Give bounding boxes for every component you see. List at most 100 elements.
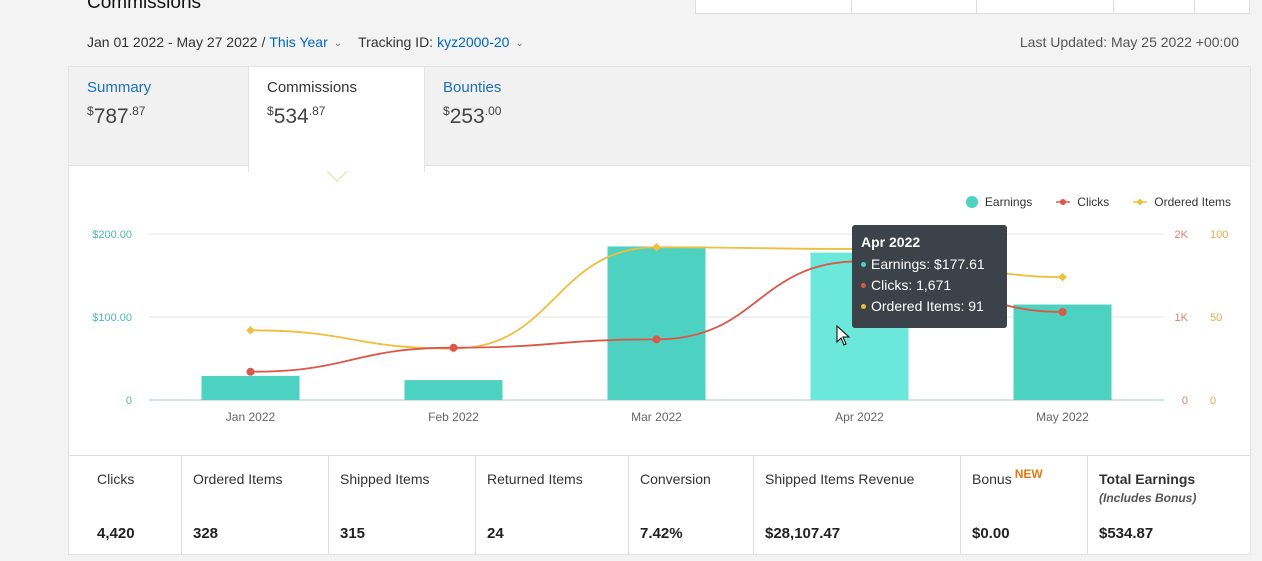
bar-earnings-jan-2022 [201, 375, 300, 400]
earnings-dot-icon [965, 196, 978, 208]
stat-sublabel: (Includes Bonus) [1099, 491, 1197, 505]
ordered-line-icon [1133, 198, 1148, 206]
legend-ordered[interactable]: Ordered Items [1133, 195, 1231, 209]
stat-value: 315 [340, 525, 366, 542]
ordered-bullet-icon [861, 303, 866, 309]
date-range[interactable]: Jan 01 2022 - May 27 2022 [87, 34, 258, 50]
stat-label: Clicks [97, 471, 135, 487]
stat-label: Ordered Items [193, 471, 283, 487]
legend-clicks-label: Clicks [1077, 195, 1110, 209]
clicks-point [1058, 308, 1067, 317]
right-axis-tick-ordered: 50 [1210, 312, 1222, 324]
stat-bonus: Bonus NEW $0.00 [961, 456, 1088, 555]
tooltip-clicks: Clicks: 1,671 [861, 277, 998, 293]
top-control-2[interactable] [852, 0, 977, 13]
right-axis-tick-clicks: 2K [1175, 229, 1189, 241]
bar-earnings-may-2022 [1013, 304, 1112, 400]
stat-conversion: Conversion 7.42% [629, 456, 754, 555]
stat-returned-items: Returned Items 24 [476, 456, 629, 555]
chevron-down-icon[interactable]: ⌄ [333, 37, 343, 49]
stat-value: $0.00 [972, 525, 1010, 542]
stat-shipped-items-revenue: Shipped Items Revenue $28,107.47 [754, 456, 961, 555]
legend-earnings-label: Earnings [984, 195, 1033, 209]
commissions-panel: Summary $787.87 Commissions $534.87 Boun… [68, 66, 1251, 555]
legend-clicks[interactable]: Clicks [1056, 195, 1109, 209]
bar-earnings-mar-2022 [607, 246, 706, 400]
x-axis-tick: Apr 2022 [835, 410, 884, 424]
chart-legend: Earnings Clicks Ordered Items [965, 195, 1231, 209]
legend-earnings[interactable]: Earnings [965, 195, 1033, 209]
stat-label: Total Earnings (Includes Bonus) [1099, 471, 1249, 511]
top-controls[interactable] [695, 0, 1250, 14]
filter-separator: / [261, 34, 266, 50]
period-dropdown[interactable]: This Year [269, 34, 328, 50]
tab-summary[interactable]: Summary $787.87 [69, 67, 249, 166]
chevron-down-icon[interactable]: ⌄ [515, 37, 524, 49]
clicks-point [652, 335, 661, 344]
right-axis-tick-ordered: 100 [1210, 229, 1228, 241]
stats-row: Clicks 4,420 Ordered Items 328 Shipped Items… [69, 455, 1250, 555]
clicks-point [246, 367, 255, 376]
tooltip-earnings-text: Earnings: $177.61 [871, 256, 985, 272]
top-control-3[interactable] [977, 0, 1114, 13]
tab-commissions[interactable]: Commissions $534.87 [248, 67, 425, 172]
selected-tab-caret [326, 171, 348, 182]
tab-commissions-value: $534.87 [267, 104, 326, 128]
earnings-bullet-icon [861, 261, 866, 267]
stat-value: 328 [193, 525, 219, 542]
tracking-label: Tracking ID: [358, 34, 434, 50]
last-updated: Last Updated: May 25 2022 +00:00 [1019, 34, 1239, 50]
page-title: Commissions [87, 0, 202, 13]
tab-bounties-value: $253.00 [443, 104, 502, 128]
stat-label: Bonus NEW [972, 467, 1043, 487]
x-axis-tick: Mar 2022 [631, 410, 682, 424]
new-badge: NEW [1014, 467, 1043, 481]
tab-commissions-label: Commissions [267, 79, 358, 96]
stat-label: Shipped Items Revenue [765, 471, 915, 487]
legend-ordered-label: Ordered Items [1154, 195, 1231, 209]
clicks-line-icon [1056, 199, 1071, 205]
stat-value: $534.87 [1099, 525, 1154, 542]
stat-label: Shipped Items [340, 471, 430, 487]
tracking-id-dropdown[interactable]: kyz2000-20 [437, 34, 510, 50]
stat-shipped-items: Shipped Items 315 [329, 456, 476, 555]
stat-label: Returned Items [487, 471, 583, 487]
stat-clicks: Clicks 4,420 [69, 456, 182, 555]
x-axis-tick: May 2022 [1036, 410, 1089, 424]
tooltip-ordered-text: Ordered Items: 91 [871, 298, 984, 314]
stat-value: 7.42% [640, 525, 683, 542]
stat-value: $28,107.47 [765, 525, 841, 542]
tab-summary-value: $787.87 [87, 104, 146, 128]
top-control-1[interactable] [696, 0, 852, 13]
ordered-items-point [246, 326, 255, 335]
filter-row: Jan 01 2022 - May 27 2022 / This Year ⌄ … [87, 34, 524, 50]
x-axis-tick: Feb 2022 [428, 410, 479, 424]
clicks-bullet-icon [861, 282, 866, 288]
left-axis-tick: $200.00 [92, 229, 132, 241]
ordered-items-point [1058, 272, 1067, 282]
tab-bounties[interactable]: Bounties $253.00 [425, 67, 605, 166]
x-axis-tick: Jan 2022 [226, 410, 276, 424]
stat-ordered-items: Ordered Items 328 [182, 456, 329, 555]
tab-summary-label: Summary [87, 79, 152, 96]
tab-bounties-label: Bounties [443, 79, 502, 96]
top-control-5[interactable] [1195, 0, 1249, 13]
stat-value: 4,420 [97, 525, 135, 542]
mouse-cursor-icon [836, 325, 851, 346]
tooltip-ordered: Ordered Items: 91 [861, 298, 998, 314]
left-axis-tick: 0 [126, 395, 132, 407]
tooltip-title: Apr 2022 [861, 234, 921, 250]
clicks-point [449, 343, 458, 352]
left-axis-tick: $100.00 [92, 312, 132, 324]
right-axis-tick-clicks: 1K [1175, 312, 1189, 324]
earnings-chart[interactable]: 0 0 0 $100.00 1K 50 $200.00 2K 100 Jan 2022 Feb 20… [69, 167, 1250, 455]
chart-tooltip: Apr 2022 Earnings: $177.61 Clicks: 1,671… [852, 225, 1007, 328]
bar-earnings-feb-2022 [404, 380, 503, 400]
tooltip-earnings: Earnings: $177.61 [861, 256, 998, 272]
stat-total-earnings: Total Earnings (Includes Bonus) $534.87 [1088, 456, 1249, 555]
stat-value: 24 [487, 525, 504, 542]
top-control-4[interactable] [1114, 0, 1195, 13]
right-axis-tick-clicks: 0 [1182, 395, 1188, 407]
right-axis-tick-ordered: 0 [1210, 395, 1216, 407]
stat-label: Conversion [640, 471, 711, 487]
